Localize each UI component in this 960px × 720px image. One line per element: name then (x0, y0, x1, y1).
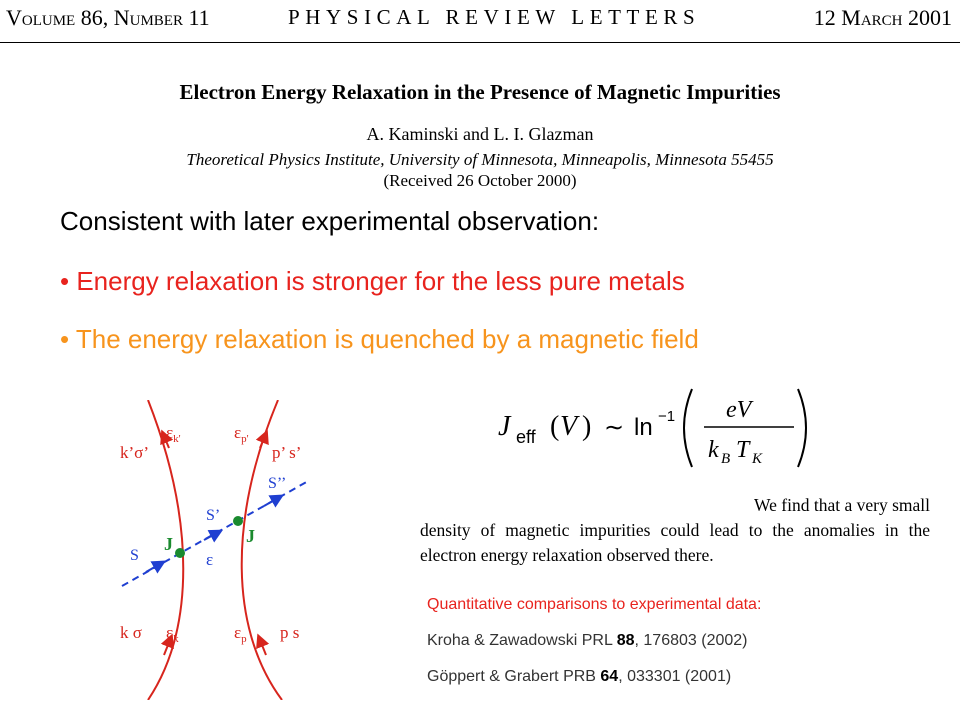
consistent-heading: Consistent with later experimental obser… (60, 206, 600, 236)
date-month-smallcaps: ARCH (860, 13, 903, 29)
date-day: 12 (813, 5, 842, 30)
label-k-sigma-prime: k’σ’ (120, 443, 149, 462)
label-s-double-prime: S’’ (268, 475, 286, 492)
volume-number: 86, (75, 5, 114, 30)
volume-smallcaps: OLUME (21, 13, 76, 29)
ref2-page-year: , 033301 (2001) (618, 668, 732, 685)
issue-number: 11 (182, 5, 210, 30)
formula-den-kk: K (751, 451, 763, 467)
label-eps-k-prime: εk' (166, 423, 181, 445)
volume-number-header: VOLUME 86, NUMBER 11 (6, 5, 210, 31)
label-s: S (130, 547, 139, 564)
date-year: 2001 (902, 5, 952, 30)
right-arrow-lower (256, 633, 270, 656)
quote-rest: density of magnetic impurities could lea… (420, 520, 930, 565)
issue-date-header: 12 MARCH 2001 (814, 5, 952, 31)
number-initial: N (113, 5, 130, 30)
ref2-authors-journal: Göppert & Grabert PRB (427, 668, 601, 685)
formula-den-t: T (736, 437, 751, 463)
formula-sim: ∼ (604, 413, 624, 441)
formula-lparen: ( (550, 411, 559, 442)
scattering-diagram: εk' k’σ’ εp' p’ s’ S’’ S’ S J J ε k σ εk… (120, 400, 311, 700)
effective-coupling-formula: J eff ( V ) ∼ ln −1 eV k B T K (498, 388, 807, 468)
volume-initial: V (6, 5, 22, 30)
formula-den-b: B (721, 451, 730, 467)
ref2-volume: 64 (600, 668, 619, 685)
formula-big-lparen (683, 388, 693, 468)
label-eps-p-prime: εp' (234, 423, 249, 445)
spin-arrow-2 (203, 529, 224, 543)
formula-exp: −1 (658, 408, 675, 425)
reference-kroha: Kroha & Zawadowski PRL 88, 176803 (2002) (427, 632, 748, 650)
vertex-right (233, 516, 243, 526)
paper-received-date: (Received 26 October 2000) (383, 171, 577, 190)
header-rule (0, 42, 960, 43)
label-p-s-prime: p’ s’ (272, 443, 301, 462)
label-p-s: p s (280, 623, 299, 642)
label-j-right: J (246, 526, 255, 546)
left-electron-line (147, 400, 185, 700)
ref1-authors-journal: Kroha & Zawadowski PRL (427, 632, 617, 649)
spin-arrow-1 (145, 560, 167, 574)
label-s-prime: S’ (206, 507, 220, 524)
bullet-impurity-effect: • Energy relaxation is stronger for the … (60, 266, 685, 296)
formula-numerator: eV (726, 397, 754, 423)
quantitative-comparisons-title: Quantitative comparisons to experimental… (427, 596, 762, 613)
formula-v: V (560, 411, 580, 442)
vertex-left (175, 548, 185, 558)
formula-eff: eff (516, 427, 537, 447)
quote-line-1: We find that a very small (754, 495, 930, 515)
left-arrow-lower (160, 633, 174, 656)
bullet-magnetic-field: • The energy relaxation is quenched by a… (60, 324, 699, 354)
formula-big-rparen (797, 388, 807, 468)
paper-authors: A. Kaminski and L. I. Glazman (366, 124, 594, 144)
paper-quote: We find that a very small density of mag… (420, 493, 930, 568)
number-smallcaps: UMBER (129, 13, 183, 29)
label-eps-p: εp (234, 623, 247, 645)
formula-den-k: k (708, 437, 719, 463)
ref1-volume: 88 (616, 632, 635, 649)
formula-rparen: ) (582, 411, 591, 442)
left-arrow-upper (160, 429, 174, 449)
reference-goppert: Göppert & Grabert PRB 64, 033301 (2001) (427, 668, 731, 686)
formula-j: J (498, 411, 512, 442)
paper-affiliation: Theoretical Physics Institute, Universit… (186, 150, 774, 169)
right-arrow-upper (255, 429, 269, 449)
spin-arrow-3 (263, 494, 285, 508)
label-j-left: J (164, 534, 173, 554)
ref1-page-year: , 176803 (2002) (634, 632, 748, 649)
formula-ln: ln (634, 414, 653, 441)
label-epsilon: ε (206, 550, 213, 569)
paper-title: Electron Energy Relaxation in the Presen… (179, 80, 781, 104)
label-k-sigma: k σ (120, 623, 142, 642)
journal-name: PHYSICAL REVIEW LETTERS (288, 5, 701, 29)
date-month-initial: M (841, 5, 861, 30)
